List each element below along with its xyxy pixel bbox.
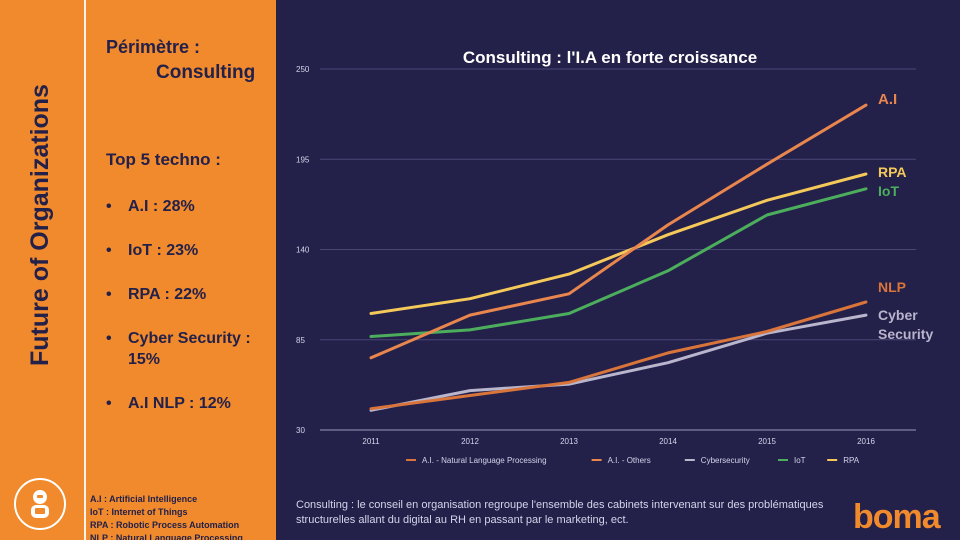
series-end-label: A.I [878, 91, 897, 108]
line-chart: 30 85 140 195 250 2011 2012 2013 2014 2015 2016 NLP… [296, 65, 933, 465]
x-tick-label: 2013 [560, 437, 578, 446]
x-tick-label: 2014 [659, 437, 677, 446]
top5-item: Cyber Security : 15% [106, 328, 271, 370]
legend-label: A.I. - Others [608, 456, 651, 465]
series-end-label: Cyber [878, 307, 918, 323]
series-line [369, 172, 868, 315]
x-tick-label: 2011 [362, 437, 380, 446]
y-tick-label: 30 [296, 426, 305, 435]
top5-item: A.I : 28% [106, 196, 271, 217]
series-line [369, 313, 868, 412]
brand-logo: boma [853, 498, 941, 536]
glossary-entry: IoT : Internet of Things [90, 507, 188, 517]
legend-label: A.I. - Natural Language Processing [422, 456, 547, 465]
scope-label: Périmètre : [106, 37, 201, 57]
legend-label: RPA [843, 456, 860, 465]
scope-value: Consulting [156, 62, 256, 83]
glossary-entry: NLP : Natural Language Processing [90, 533, 243, 540]
x-tick-label: 2016 [857, 437, 875, 446]
series-line [369, 187, 868, 338]
legend-label: Cybersecurity [701, 456, 750, 465]
y-tick-label: 140 [296, 246, 310, 255]
series-end-label: NLP [878, 279, 906, 295]
robot-logo-icon [14, 478, 66, 530]
series-line [369, 103, 868, 360]
y-tick-label: 195 [296, 155, 310, 164]
y-tick-label: 85 [296, 336, 305, 345]
top5-title: Top 5 techno : [106, 150, 221, 169]
legend-label: IoT [794, 456, 806, 465]
top5-item: A.I NLP : 12% [106, 393, 271, 414]
series-end-label: Security [878, 326, 933, 342]
glossary-entry: A.I : Artificial Intelligence [90, 494, 198, 504]
top5-list: A.I : 28% IoT : 23% RPA : 22% Cyber Secu… [106, 196, 271, 437]
vertical-title: Future of Organizations [26, 84, 54, 366]
top5-item: RPA : 22% [106, 284, 271, 305]
x-tick-label: 2012 [461, 437, 479, 446]
x-tick-label: 2015 [758, 437, 776, 446]
chart-title: Consulting : l'I.A en forte croissance [462, 48, 758, 67]
top5-item: IoT : 23% [106, 240, 271, 261]
footnote: Consulting : le conseil en organisation … [296, 499, 824, 526]
sidebar-divider [84, 0, 86, 540]
glossary: A.I : Artificial Intelligence IoT : Inte… [90, 493, 274, 540]
series-end-label: IoT [878, 183, 899, 199]
sidebar-panel: Future of Organizations Périmètre : Cons… [0, 0, 276, 540]
glossary-entry: RPA : Robotic Process Automation [90, 520, 240, 530]
series-line [369, 300, 868, 411]
y-tick-label: 250 [296, 65, 310, 74]
series-end-label: RPA [878, 164, 907, 180]
